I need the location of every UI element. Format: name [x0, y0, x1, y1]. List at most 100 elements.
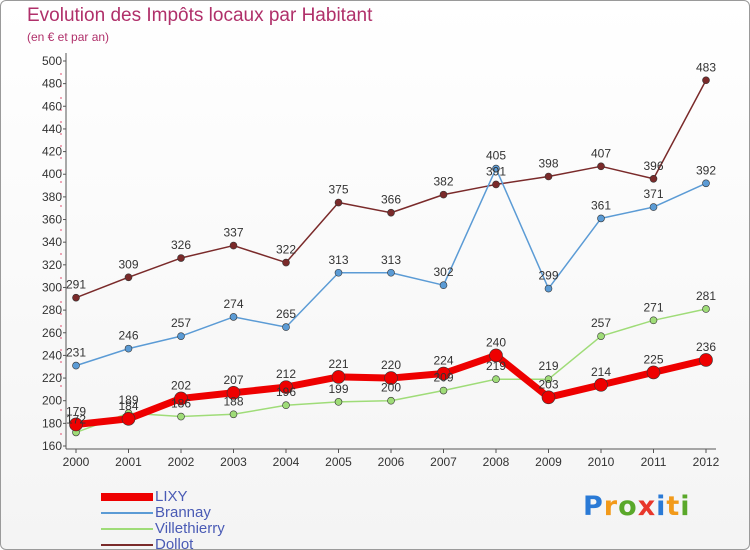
- point-brannay: [492, 164, 500, 173]
- y-tick-label: 280: [42, 303, 62, 317]
- y-tick-label: 420: [42, 145, 62, 159]
- y-tick-label: 500: [42, 54, 62, 68]
- point-brannay: [72, 361, 80, 370]
- point-villethierry: [282, 401, 290, 410]
- y-tick-label: 260: [42, 326, 62, 340]
- point-villethierry: [387, 396, 395, 405]
- point-villethierry: [229, 410, 238, 419]
- data-label-villethierry: 200: [381, 381, 401, 395]
- data-label-brannay: 231: [66, 346, 86, 360]
- x-tick-label: 2011: [641, 455, 667, 469]
- logo-letter: r: [603, 491, 619, 522]
- point-dollot: [282, 258, 290, 267]
- point-lixy: [331, 370, 346, 384]
- legend-label: LIXY: [155, 488, 188, 505]
- data-label-brannay: 265: [276, 307, 296, 321]
- point-brannay: [439, 281, 448, 290]
- data-label-dollot: 483: [696, 60, 716, 74]
- point-lixy: [541, 390, 556, 405]
- proxiti-logo: Proxiti: [583, 491, 691, 522]
- data-label-brannay: 246: [118, 329, 138, 343]
- point-brannay: [649, 203, 658, 211]
- point-lixy: [69, 417, 83, 432]
- x-tick-label: 2010: [588, 455, 615, 469]
- point-lixy: [699, 353, 713, 367]
- x-tick-label: 2006: [378, 455, 405, 469]
- y-tick-label: 200: [42, 394, 62, 408]
- data-label-villethierry: 172: [66, 412, 86, 426]
- point-lixy: [436, 366, 451, 381]
- point-brannay: [177, 332, 185, 340]
- point-brannay: [229, 313, 238, 321]
- x-tick-label: 2005: [325, 455, 352, 469]
- point-villethierry: [492, 375, 500, 383]
- point-dollot: [597, 162, 605, 171]
- data-label-brannay: 405: [486, 149, 506, 163]
- data-label-brannay: 392: [696, 163, 716, 177]
- point-brannay: [597, 214, 605, 223]
- logo-letter: i: [680, 491, 691, 522]
- x-tick-label: 2002: [168, 455, 195, 469]
- y-tick-label: 180: [42, 416, 62, 430]
- x-tick-label: 2004: [273, 455, 300, 469]
- point-lixy: [279, 380, 293, 394]
- x-tick-label: 2008: [483, 455, 510, 469]
- data-label-dollot: 326: [171, 238, 191, 252]
- data-label-villethierry: 281: [696, 289, 716, 303]
- data-label-dollot: 382: [433, 175, 453, 189]
- data-label-villethierry: 219: [538, 359, 558, 373]
- data-label-dollot: 396: [643, 159, 663, 173]
- x-tick-label: 2009: [535, 455, 562, 469]
- data-label-lixy: 224: [433, 354, 453, 368]
- x-tick-label: 2007: [430, 455, 457, 469]
- point-dollot: [387, 208, 395, 217]
- chart-title: Evolution des Impôts locaux par Habitant: [27, 5, 373, 26]
- data-label-brannay: 257: [171, 316, 191, 330]
- data-label-dollot: 398: [538, 157, 558, 171]
- data-label-villethierry: 196: [276, 385, 296, 399]
- point-brannay: [544, 284, 553, 293]
- point-villethierry: [702, 305, 710, 313]
- point-dollot: [334, 198, 343, 207]
- data-label-dollot: 375: [328, 183, 348, 197]
- data-label-lixy: 202: [171, 378, 191, 392]
- point-dollot: [649, 174, 658, 183]
- point-brannay: [282, 323, 290, 331]
- data-label-lixy: 236: [696, 340, 716, 354]
- data-label-villethierry: 186: [171, 397, 191, 411]
- point-dollot: [492, 180, 500, 189]
- point-dollot: [72, 293, 80, 302]
- point-brannay: [124, 344, 133, 353]
- legend-label: Dollot: [155, 536, 194, 550]
- point-brannay: [334, 268, 343, 277]
- legend-label: Brannay: [155, 504, 211, 521]
- data-label-dollot: 291: [66, 278, 86, 292]
- data-label-lixy: 225: [643, 352, 663, 366]
- data-label-lixy: 184: [118, 399, 138, 413]
- data-label-brannay: 313: [328, 253, 348, 267]
- point-dollot: [124, 273, 133, 282]
- data-label-brannay: 302: [433, 265, 453, 279]
- data-label-lixy: 221: [328, 357, 348, 371]
- data-label-lixy: 207: [223, 373, 243, 387]
- y-tick-label: 380: [42, 190, 62, 204]
- data-label-brannay: 313: [381, 253, 401, 267]
- x-tick-label: 2000: [63, 455, 90, 469]
- point-villethierry: [177, 412, 185, 421]
- point-brannay: [387, 268, 395, 277]
- point-villethierry: [597, 332, 605, 340]
- data-label-villethierry: 271: [643, 300, 663, 314]
- data-label-dollot: 366: [381, 193, 401, 207]
- data-label-villethierry: 188: [223, 394, 243, 408]
- logo-letter: o: [618, 491, 638, 522]
- data-label-dollot: 337: [223, 226, 243, 240]
- data-label-dollot: 391: [486, 164, 506, 178]
- point-dollot: [439, 190, 448, 199]
- point-villethierry: [544, 375, 553, 383]
- data-label-brannay: 274: [223, 297, 243, 311]
- point-lixy: [646, 365, 661, 380]
- x-tick-label: 2001: [115, 455, 142, 469]
- point-dollot: [177, 254, 185, 262]
- point-villethierry: [334, 398, 343, 406]
